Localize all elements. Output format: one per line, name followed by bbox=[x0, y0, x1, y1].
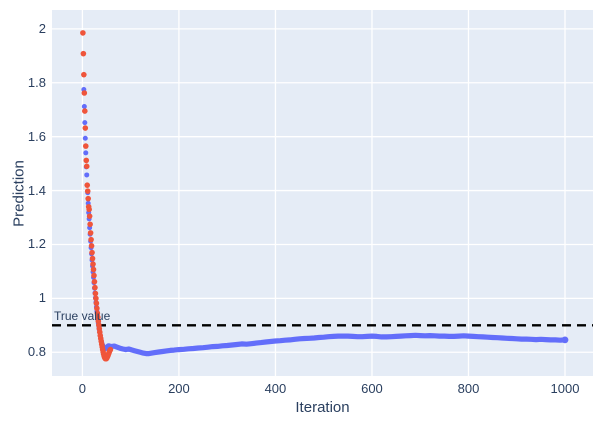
gridlines bbox=[52, 10, 593, 376]
y-tick-label: 1 bbox=[38, 290, 46, 306]
x-axis-title: Iteration bbox=[295, 399, 350, 416]
y-tick-label: 1.8 bbox=[27, 74, 46, 90]
y-tick-label: 1.6 bbox=[27, 128, 46, 144]
y-axis-title: Prediction bbox=[10, 160, 28, 227]
x-tick-label: 1000 bbox=[550, 381, 580, 396]
x-tick-label: 400 bbox=[264, 381, 287, 396]
series-blue bbox=[81, 87, 569, 357]
y-tick-label: 1.4 bbox=[27, 182, 46, 198]
x-tick-label: 0 bbox=[78, 381, 86, 396]
x-tick-label: 600 bbox=[361, 381, 383, 396]
plot-area[interactable] bbox=[52, 10, 593, 376]
true-value-annotation: True value bbox=[54, 309, 111, 323]
y-tick-label: 2 bbox=[38, 20, 46, 36]
series-red bbox=[80, 30, 114, 362]
y-tick-label: 1.2 bbox=[27, 236, 46, 252]
x-tick-label: 200 bbox=[168, 381, 190, 396]
y-tick-label: 0.8 bbox=[27, 344, 46, 360]
x-tick-label: 800 bbox=[457, 381, 480, 396]
